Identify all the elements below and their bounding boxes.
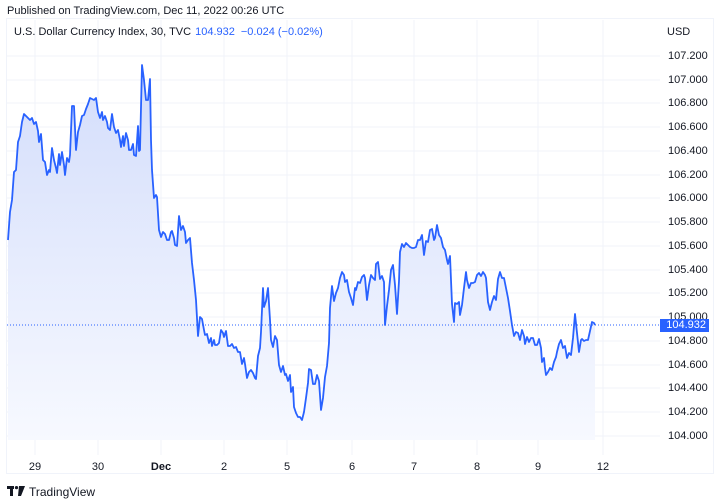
y-tick: 106.600	[668, 121, 708, 133]
tradingview-mark-icon	[7, 485, 25, 499]
current-price-badge: 104.932	[660, 319, 709, 332]
y-tick: 104.000	[668, 430, 708, 442]
x-tick: 30	[91, 461, 105, 473]
area-fill	[8, 65, 595, 440]
price-change: −0.024 (−0.02%)	[240, 26, 323, 38]
y-tick: 107.000	[668, 74, 708, 86]
x-tick: 6	[348, 461, 356, 473]
y-tick: 106.800	[668, 97, 708, 109]
x-tick: 29	[28, 461, 42, 473]
x-tick-month: Dec	[150, 461, 172, 473]
last-value: 104.932	[195, 26, 235, 38]
x-tick: 12	[596, 461, 610, 473]
y-tick: 106.000	[668, 192, 708, 204]
x-tick: 2	[220, 461, 228, 473]
y-tick: 105.800	[668, 216, 708, 228]
x-tick: 9	[534, 461, 542, 473]
y-tick: 105.200	[668, 287, 708, 299]
y-tick: 104.400	[668, 382, 708, 394]
y-tick: 104.800	[668, 335, 708, 347]
tradingview-logo[interactable]: TradingView	[7, 485, 95, 499]
chart-legend: U.S. Dollar Currency Index, 30, TVC 104.9…	[14, 26, 323, 38]
y-tick: 107.200	[668, 50, 708, 62]
brand-name: TradingView	[29, 485, 96, 499]
y-tick: 106.200	[668, 169, 708, 181]
price-line	[7, 64, 596, 421]
y-tick: 106.400	[668, 145, 708, 157]
currency-label: USD	[667, 26, 691, 38]
symbol-title: U.S. Dollar Currency Index, 30, TVC	[14, 26, 192, 38]
published-caption: Published on TradingView.com, Dec 11, 20…	[7, 5, 285, 17]
y-tick: 104.200	[668, 406, 708, 418]
y-tick: 104.600	[668, 359, 708, 371]
y-tick: 105.600	[668, 240, 708, 252]
x-tick: 5	[283, 461, 291, 473]
chart-frame	[6, 18, 714, 474]
x-tick: 8	[473, 461, 481, 473]
x-tick: 7	[410, 461, 418, 473]
y-tick: 105.400	[668, 264, 708, 276]
